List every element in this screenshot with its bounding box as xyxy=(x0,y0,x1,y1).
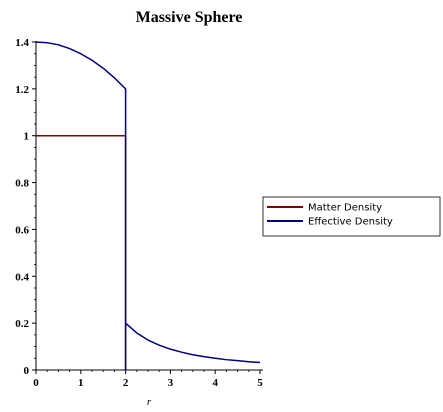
y-tick-label: 1.2 xyxy=(15,84,29,96)
x-tick-label: 3 xyxy=(168,377,174,389)
y-tick-label: 0.4 xyxy=(15,271,29,283)
legend: Matter Density Effective Density xyxy=(262,196,441,237)
x-tick-label: 2 xyxy=(123,377,129,389)
y-tick-label: 0.2 xyxy=(15,318,29,330)
x-axis-label: r xyxy=(147,396,152,408)
x-tick-label: 1 xyxy=(78,377,84,389)
chart-title: Massive Sphere xyxy=(136,9,243,26)
x-tick-label: 5 xyxy=(257,377,263,389)
y-tick-label: 0.6 xyxy=(15,224,29,236)
y-tick-label: 1.4 xyxy=(15,37,29,49)
legend-label-effective-density: Effective Density xyxy=(308,217,393,228)
series xyxy=(35,41,261,371)
y-tick-label: 0 xyxy=(24,365,30,377)
effective-density-line xyxy=(35,41,261,371)
legend-label-matter-density: Matter Density xyxy=(308,203,382,214)
y-tick-label: 1 xyxy=(24,131,30,143)
matter-density-line xyxy=(36,134,127,370)
legend-box xyxy=(262,196,441,237)
x-tick-label: 4 xyxy=(212,377,218,389)
x-tick-label: 0 xyxy=(33,377,39,389)
axes xyxy=(35,41,263,372)
ticks: 0 1 2 3 4 5 0 0.2 0.4 0.6 0.8 1 1.2 1.4 xyxy=(15,37,263,389)
y-tick-label: 0.8 xyxy=(15,178,29,190)
